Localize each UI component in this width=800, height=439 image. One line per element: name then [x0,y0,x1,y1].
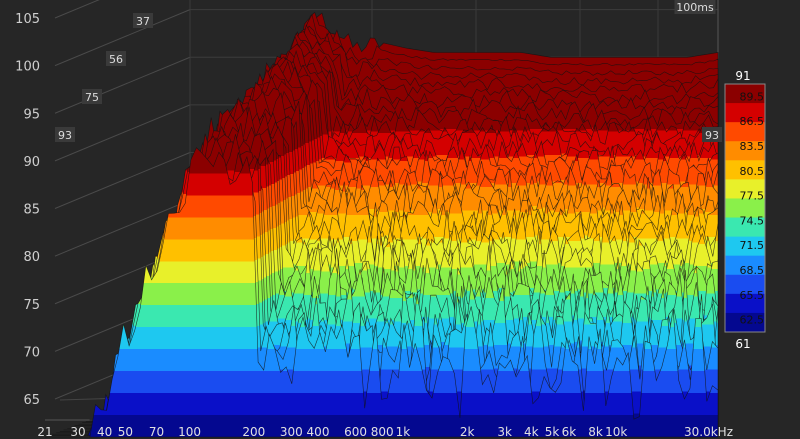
x-tick-label: 10k [605,425,627,439]
x-axis: 21 30 40 50 70 100 200 300 400 600 800 1k 2k 3k 4k 5k 6k… [37,425,733,439]
x-tick-label: 100 [178,425,201,439]
y-tick-label: 105 [15,12,40,27]
colorbar-label: 74.5 [740,214,765,227]
time-label-bg [133,13,153,28]
x-tick-label: 1k [396,425,411,439]
grid-line [54,104,191,162]
colorbar-swatch [725,255,765,276]
x-tick-label: 30 [70,425,85,439]
x-tick-label: 70 [149,425,164,439]
colorbar-swatch [725,293,765,314]
x-tick-label: 50 [118,425,133,439]
colorbar-frame [724,83,766,333]
grid-line [54,56,191,114]
x-tick-label: 800 [371,425,394,439]
y-tick-label: 80 [23,250,40,265]
grid-line [54,152,191,209]
x-tick-label: 2k [460,425,475,439]
colorbar-swatch [725,312,765,333]
waterfall-surface [45,11,719,438]
y-tick-label: 85 [23,203,40,218]
time-label: 100ms [676,1,714,14]
grid-line [54,199,191,257]
y-axis: 65 70 75 80 85 90 95 100 105 [15,12,40,408]
time-label: 37 [136,15,150,28]
y-tick-label: 95 [23,107,40,122]
time-label: 75 [85,91,99,104]
time-label: 93 [58,129,72,142]
colorbar-label: 68.5 [740,264,765,277]
colorbar-swatch [725,84,765,104]
colorbar-label: 77.5 [740,190,765,203]
y-tick-label: 100 [15,60,40,75]
colorbar-max-label: 91 [735,69,750,83]
colorbar-swatch [725,217,765,238]
colorbar-swatch [725,103,765,123]
x-tick-label: 8k [588,425,603,439]
x-tick-label: 5k [545,425,560,439]
time-label: 93 [705,129,719,142]
x-tick-label: 4k [524,425,539,439]
colorbar-min-label: 61 [735,337,750,351]
time-axis-labels: 37 56 75 93 93 100ms [55,0,722,142]
time-label-bg [674,0,716,14]
grid-line [54,9,191,67]
x-tick-label: 40 [97,425,112,439]
x-tick-label: 200 [242,425,265,439]
colorbar-label: 89.5 [740,90,765,103]
grid-line [54,0,100,19]
color-scale-legend: 91 61 89.5 86.5 83.5 80.5 77.5 74.5 71.5 68.5 65.5… [724,69,766,351]
colorbar-label: 62.5 [740,314,765,327]
colorbar-swatch [725,179,765,199]
x-tick-label: 3k [497,425,512,439]
y-tick-label: 65 [23,393,40,408]
time-label-bg [702,127,722,142]
colorbar-swatch [725,160,765,180]
y-tick-label: 70 [23,345,40,360]
colorbar-label: 83.5 [740,140,765,153]
colorbar-label: 65.5 [740,289,765,302]
time-label-bg [82,89,102,104]
time-label: 56 [109,53,123,66]
x-tick-label: 300 [280,425,303,439]
y-tick-label: 75 [23,298,40,313]
colorbar-swatch [725,236,765,257]
x-tick-label: 600 [344,425,367,439]
colorbar-swatch [725,274,765,295]
time-label-bg [106,51,126,66]
x-tick-label: 21 [37,425,52,439]
x-tick-label: 6k [562,425,577,439]
colorbar-label: 86.5 [740,115,765,128]
x-tick-label: 400 [307,425,330,439]
time-label-bg [55,127,75,142]
colorbar-swatch [725,141,765,161]
colorbar-swatch [725,198,765,219]
y-tick-label: 90 [23,155,40,170]
colorbar-label: 71.5 [740,239,765,252]
x-unit-label: 30.0kHz [684,425,733,439]
colorbar-swatch [725,122,765,142]
waterfall-slice [45,147,719,438]
colorbar-label: 80.5 [740,165,765,178]
